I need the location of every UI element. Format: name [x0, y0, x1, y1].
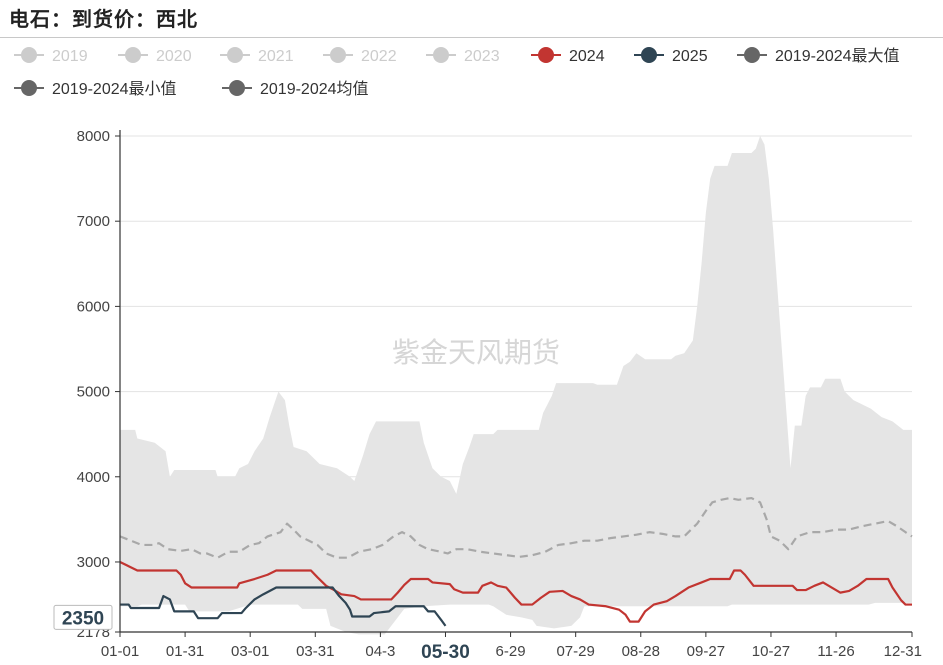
max-min-band: [120, 136, 912, 635]
x-highlight-label: 05-30: [421, 642, 470, 663]
series-line-2019-2024均值: [119, 496, 913, 559]
legend-marker: [641, 47, 657, 63]
legend-marker: [21, 80, 37, 96]
x-tick-label-04-3: 04-3: [365, 643, 395, 660]
x-tick-label-01-01: 01-01: [101, 643, 139, 660]
legend-label: 2019-2024最小值: [52, 80, 177, 98]
legend-label: 2022: [361, 48, 397, 65]
legend-marker: [21, 47, 37, 63]
legend-item-2019-2024最大值[interactable]: 2019-2024最大值: [737, 47, 900, 65]
legend-item-2019[interactable]: 2019: [14, 47, 88, 65]
y-tick-label-7000: 7000: [77, 213, 110, 230]
legend-label: 2025: [672, 48, 708, 65]
x-tick-label-01-31: 01-31: [166, 643, 204, 660]
y-tick-label-6000: 6000: [77, 298, 110, 315]
legend-label: 2019-2024最大值: [775, 47, 900, 65]
legend-marker: [538, 47, 554, 63]
legend-marker: [433, 47, 449, 63]
x-tick-label-07-29: 07-29: [556, 643, 594, 660]
legend-marker: [125, 47, 141, 63]
x-tick-label-11-26: 11-26: [817, 643, 854, 660]
legend-label: 2019-2024均值: [260, 80, 369, 98]
legend-marker: [744, 47, 760, 63]
legend-item-2025[interactable]: 2025: [634, 47, 708, 65]
title-divider: [0, 37, 943, 38]
legend-label: 2021: [258, 48, 294, 65]
x-tick-label-10-27: 10-27: [752, 643, 790, 660]
y-tick-label-5000: 5000: [77, 384, 110, 401]
x-tick-label-03-31: 03-31: [296, 643, 334, 660]
legend-item-2020[interactable]: 2020: [118, 47, 192, 65]
legend-item-2024[interactable]: 2024: [531, 47, 605, 65]
legend-label: 2023: [464, 48, 500, 65]
series-line-2025: [120, 586, 447, 627]
x-tick-label-08-28: 08-28: [622, 643, 660, 660]
legend-item-2022[interactable]: 2022: [323, 47, 397, 65]
legend-item-2019-2024均值[interactable]: 2019-2024均值: [222, 80, 369, 98]
x-highlight-bg: [411, 639, 480, 663]
y-tick-label-8000: 8000: [77, 128, 110, 145]
y-highlight-box: [53, 604, 113, 630]
legend-label: 2024: [569, 48, 605, 65]
legend-item-2019-2024最小值[interactable]: 2019-2024最小值: [14, 80, 177, 98]
legend-label: 2020: [156, 48, 192, 65]
x-tick-label-6-29: 6-29: [496, 643, 526, 660]
legend-marker: [330, 47, 346, 63]
x-tick-label-09-27: 09-27: [687, 643, 725, 660]
y-tick-label-3000: 3000: [77, 554, 110, 571]
legend-label: 2019: [52, 48, 88, 65]
x-tick-label-12-31: 12-31: [884, 643, 922, 660]
watermark: 紫金天风期货: [392, 336, 560, 369]
legend-item-2023[interactable]: 2023: [426, 47, 500, 65]
x-tick-label-03-01: 03-01: [231, 643, 269, 660]
legend: 2019 2020 2021 2022 2023 2024 2025 2019-2024最大值…: [14, 47, 900, 98]
y-highlight-label: 2350: [62, 608, 104, 629]
series-lines: [119, 496, 913, 627]
legend-marker: [227, 47, 243, 63]
band-area: [120, 136, 912, 635]
legend-item-2021[interactable]: 2021: [220, 47, 294, 65]
legend-marker: [229, 80, 245, 96]
chart-title: 电石：到货价：西北: [9, 7, 198, 31]
series-line-2024: [119, 560, 912, 623]
y-tick-label-4000: 4000: [77, 469, 110, 486]
